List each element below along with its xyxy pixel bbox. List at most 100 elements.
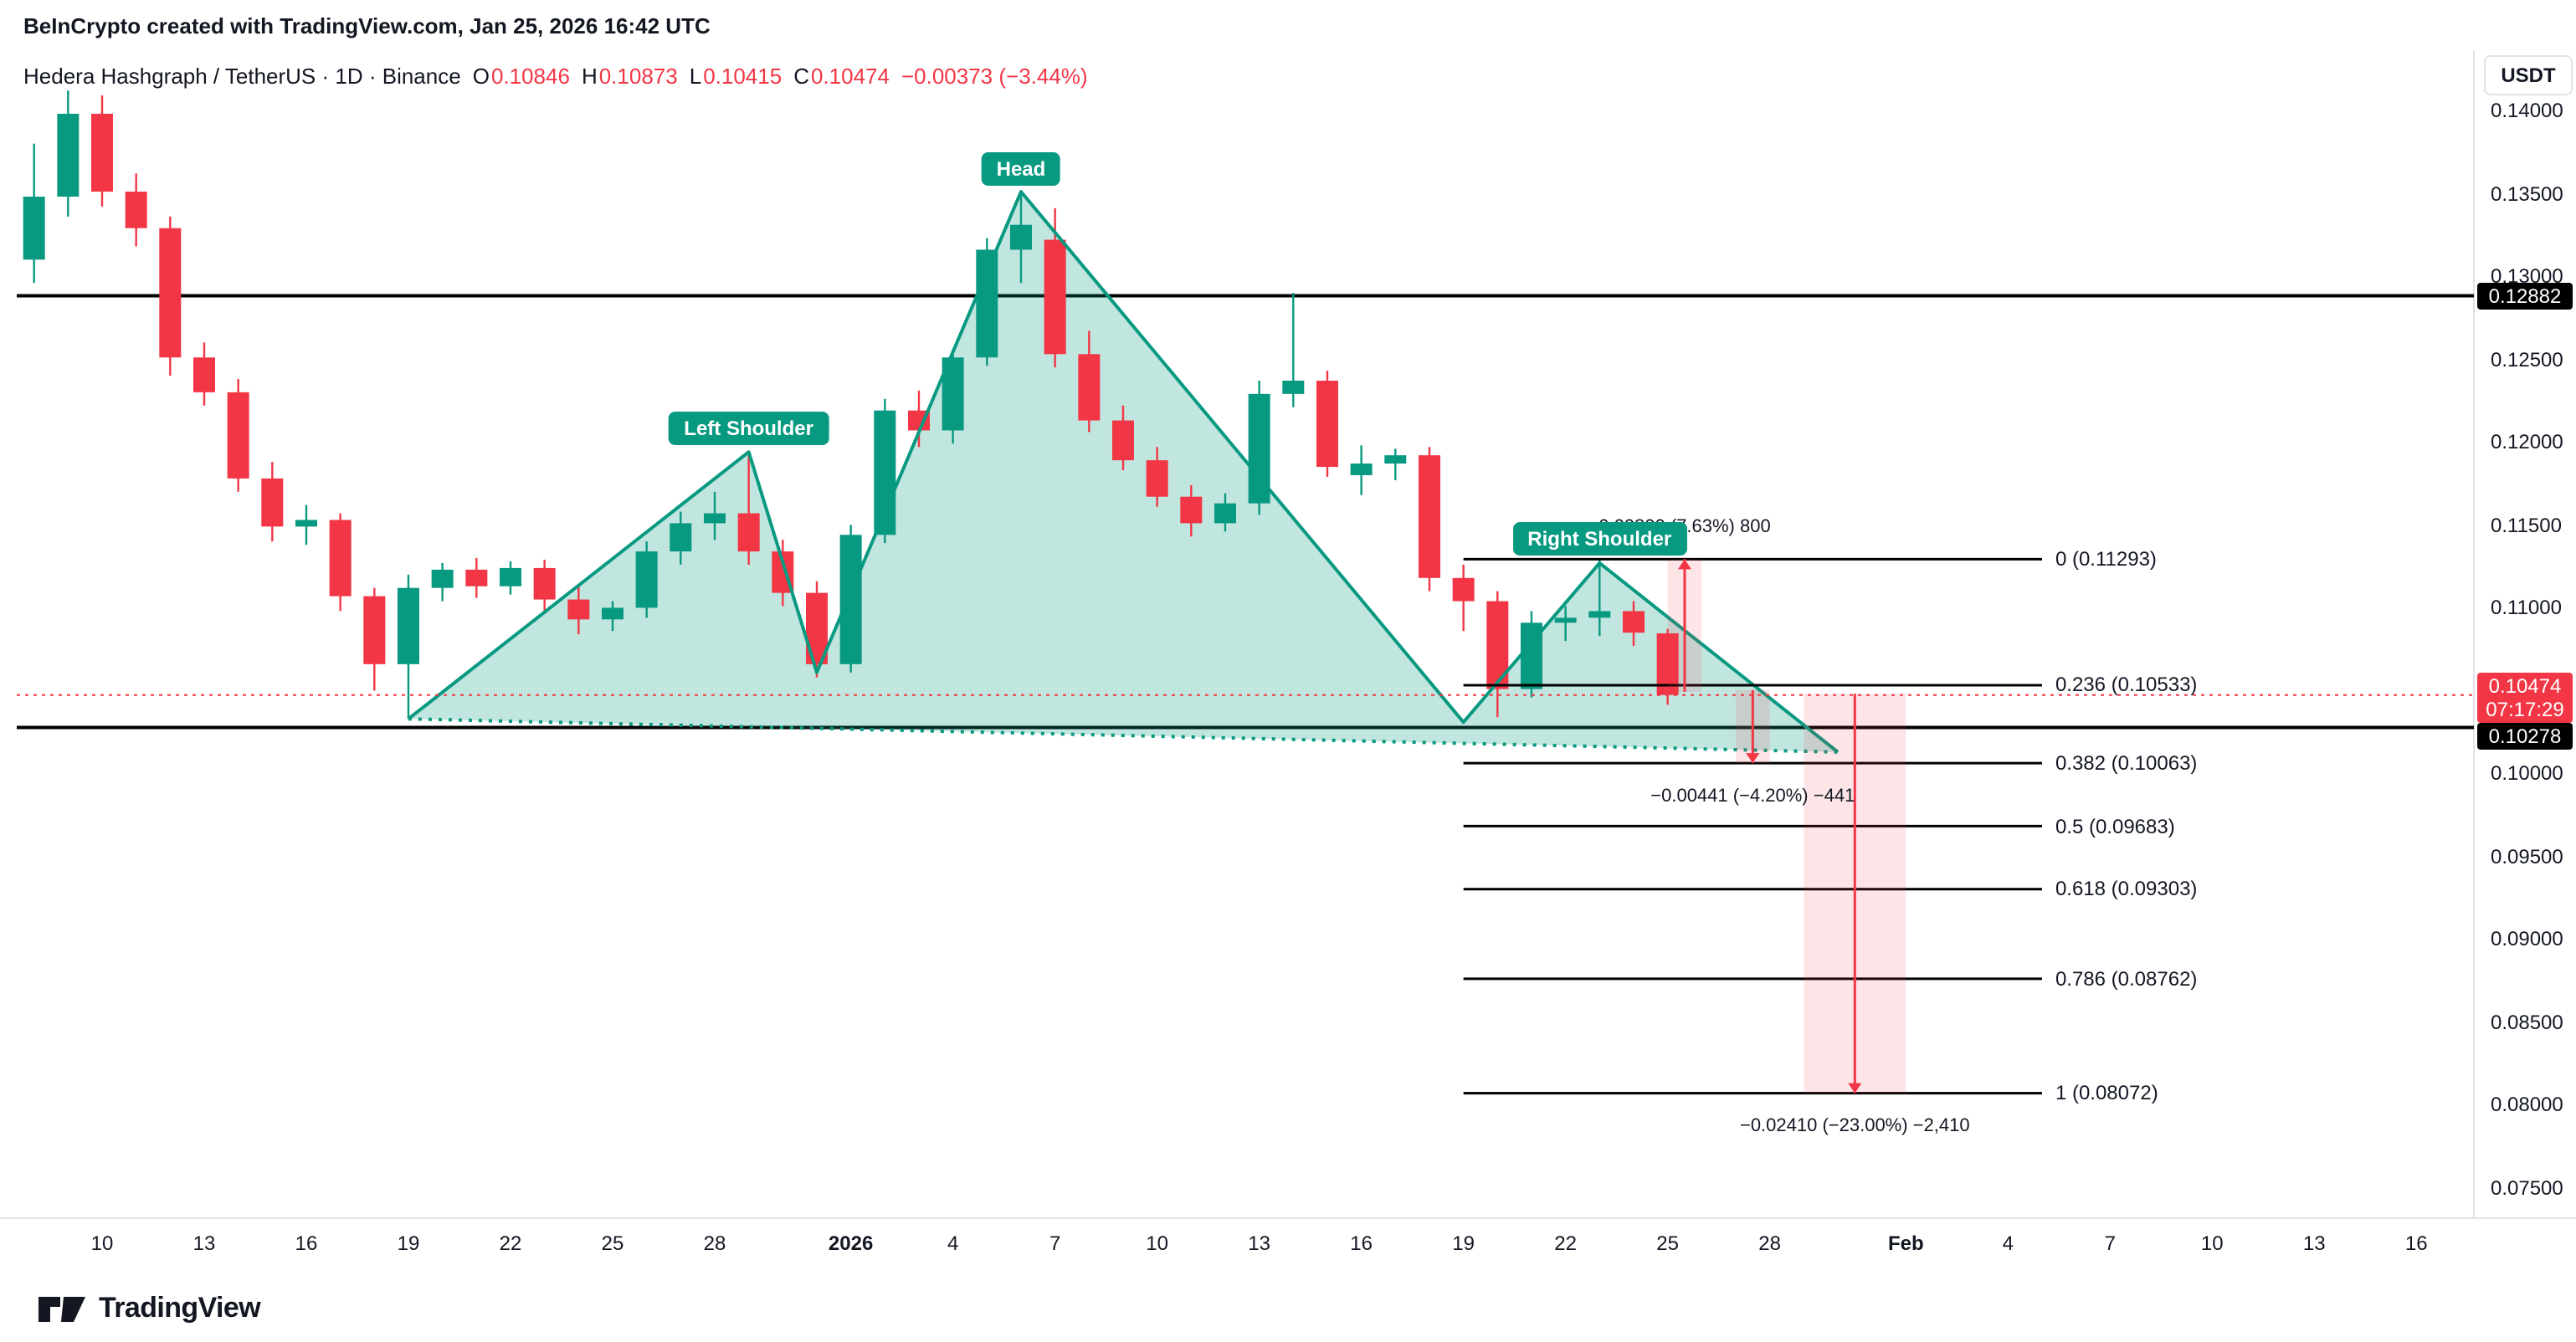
candle-body [1214, 503, 1236, 524]
measurement-label: −0.00441 (−4.20%) −441 [1650, 786, 1855, 807]
fib-level-label: 0 (0.11293) [2055, 547, 2157, 571]
time-tick-label: 19 [1452, 1232, 1475, 1255]
candle-body [1111, 420, 1134, 461]
fib-level-label: 0.5 (0.09683) [2055, 814, 2175, 838]
price-tick-label: 0.07500 [2491, 1176, 2563, 1200]
pattern-label-left-shoulder[interactable]: Left Shoulder [669, 412, 829, 446]
pattern-label-right-shoulder[interactable]: Right Shoulder [1512, 522, 1687, 556]
candle-body [329, 520, 352, 597]
time-tick-label: 13 [1248, 1232, 1270, 1255]
candle-body [57, 113, 80, 197]
time-tick-label: 7 [2104, 1232, 2116, 1255]
price-tick-label: 0.09500 [2491, 844, 2563, 868]
ohlc-key: C [793, 64, 809, 89]
change-readout: −0.00373 (−3.44%) [901, 64, 1088, 89]
ohlc-value: 0.10474 [810, 64, 890, 89]
pattern-label-head[interactable]: Head [981, 151, 1061, 186]
fib-level-label: 0.382 (0.10063) [2055, 751, 2198, 776]
candle-body [159, 228, 182, 358]
time-tick-label: 10 [1146, 1232, 1168, 1255]
candle-body [670, 523, 692, 552]
ohlc-key: L [689, 64, 702, 89]
time-tick-label: 16 [1350, 1232, 1373, 1255]
time-tick-label: 28 [1758, 1232, 1781, 1255]
candle-body [363, 596, 386, 664]
candle-body [1554, 617, 1577, 623]
candle-body [1350, 464, 1373, 475]
time-tick-label: 22 [1554, 1232, 1577, 1255]
candle-body [839, 535, 862, 664]
candle-body [1384, 455, 1407, 464]
ohlc-readout: O 0.10846 H 0.10873 L 0.10415 C 0.10474 −0.00373… [461, 64, 1088, 89]
candle-body [1078, 354, 1101, 421]
candle-body [1418, 455, 1440, 578]
time-tick-label: 16 [2404, 1232, 2428, 1255]
price-tick-label: 0.10000 [2491, 761, 2563, 786]
measurement-arrowhead [1746, 753, 1760, 764]
currency-toggle-button[interactable]: USDT [2484, 55, 2573, 95]
time-tick-label: 2026 [828, 1232, 874, 1255]
candle-body [601, 607, 623, 620]
candle-body [635, 551, 658, 608]
ohlc-key: O [472, 64, 490, 89]
candles-layer [23, 90, 1679, 720]
pattern-baseline-dotted [408, 717, 1839, 754]
time-tick-label: 10 [90, 1232, 114, 1255]
time-tick-label: 4 [947, 1232, 959, 1255]
price-tick-label: 0.09000 [2491, 927, 2563, 951]
price-tick-label: 0.08000 [2491, 1093, 2563, 1117]
candle-body [261, 478, 284, 527]
candle-body [1452, 577, 1475, 602]
time-tick-label: 19 [397, 1232, 420, 1255]
candle-body [1316, 380, 1338, 468]
tradingview-logo[interactable]: TradingView [37, 1288, 261, 1329]
measurement-arrowhead [1677, 559, 1691, 570]
time-tick-label: 22 [499, 1232, 522, 1255]
ohlc-key: H [581, 64, 598, 89]
attribution-bar: BeInCrypto created with TradingView.com,… [23, 13, 711, 38]
candle-body [431, 569, 454, 588]
time-tick-label: 25 [601, 1232, 624, 1255]
last-price-value: 0.10474 [2488, 674, 2562, 698]
candle-body [1180, 496, 1203, 524]
candle-body [295, 520, 317, 527]
price-tick-label: 0.11500 [2491, 513, 2562, 537]
price-tick-label: 0.08500 [2491, 1010, 2563, 1034]
price-tag-last: 0.10474 07:17:29 [2477, 672, 2573, 724]
candle-body [91, 113, 113, 192]
time-tick-label: 10 [2200, 1232, 2224, 1255]
ohlc-value: 0.10873 [598, 64, 678, 89]
candle-body [1282, 380, 1305, 394]
fib-level-label: 0.236 (0.10533) [2055, 673, 2198, 697]
tradingview-logo-text: TradingView [99, 1292, 261, 1324]
candle-body [567, 599, 590, 620]
candle-body [1146, 460, 1168, 497]
candle-body [465, 569, 488, 586]
measurement-arrowhead [1848, 1083, 1862, 1094]
fib-level-label: 1 (0.08072) [2055, 1081, 2158, 1105]
candle-body [1622, 611, 1645, 633]
symbol-legend[interactable]: Hedera Hashgraph / TetherUS · 1D · Binan… [23, 64, 1088, 89]
candle-body [533, 567, 556, 600]
head-shoulders-fill [408, 192, 1838, 752]
time-tick-label: 25 [1656, 1232, 1679, 1255]
candle-body [227, 392, 249, 479]
candle-body [23, 197, 45, 260]
candle-body [1044, 239, 1066, 355]
time-tick-label: 16 [295, 1232, 318, 1255]
candle-countdown: 07:17:29 [2486, 698, 2564, 721]
ohlc-value: 0.10415 [703, 64, 783, 89]
fib-level-label: 0.618 (0.09303) [2055, 877, 2198, 901]
tradingview-logo-icon [38, 1297, 85, 1322]
candle-body [192, 357, 215, 392]
fib-level-label: 0.786 (0.08762) [2055, 966, 2198, 991]
candle-body [125, 192, 147, 228]
time-tick-label: 28 [703, 1232, 726, 1255]
time-tick-label: Feb [1887, 1232, 1924, 1255]
symbol-title[interactable]: Hedera Hashgraph / TetherUS · 1D · Binan… [23, 64, 461, 89]
candle-body [976, 249, 998, 358]
time-tick-label: 4 [2002, 1232, 2014, 1255]
measurement-label: −0.02410 (−23.00%) −2,410 [1739, 1116, 1970, 1137]
